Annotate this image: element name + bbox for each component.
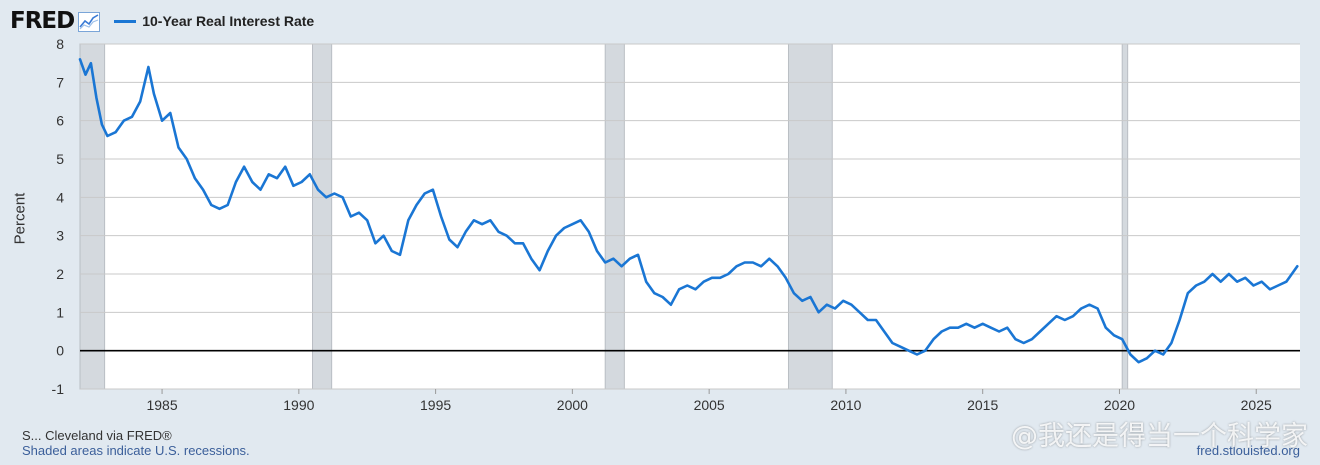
recession-note: Shaded areas indicate U.S. recessions. [22, 443, 250, 458]
recession-band [1121, 43, 1129, 390]
watermark: @我还是得当一个科学家 [1011, 421, 1308, 452]
footer: S... Cleveland via FRED® Shaded areas in… [22, 428, 250, 458]
x-tick-label: 1985 [146, 397, 177, 413]
chart-header: FRED 10-Year Real Interest Rate [10, 6, 314, 36]
y-tick-label: 1 [56, 304, 64, 320]
y-tick-label: 5 [56, 151, 64, 167]
x-tick-label: 2025 [1241, 397, 1272, 413]
plot-area [80, 44, 1300, 389]
source-note[interactable]: S... Cleveland via FRED® [22, 428, 172, 443]
fred-logo[interactable]: FRED [10, 8, 75, 34]
y-tick-label: 3 [56, 228, 64, 244]
x-tick-label: 2000 [557, 397, 588, 413]
x-tick-label: 2010 [830, 397, 861, 413]
legend-label[interactable]: 10-Year Real Interest Rate [142, 13, 315, 29]
y-tick-label: 0 [56, 343, 64, 359]
recession-band [312, 43, 333, 390]
x-tick-label: 2015 [967, 397, 998, 413]
y-tick-label: -1 [52, 381, 65, 397]
line-chart-icon [78, 12, 101, 32]
legend-swatch [114, 19, 137, 23]
y-tick-label: 6 [56, 113, 64, 129]
y-tick-label: 7 [56, 74, 64, 90]
legend: 10-Year Real Interest Rate [114, 13, 314, 29]
y-tick-label: 8 [56, 36, 64, 52]
x-tick-label: 2005 [694, 397, 725, 413]
line-chart: -1 0 1 2 3 4 5 6 7 8 1985 1990 1995 2000 2005 2010 2015… [52, 36, 1300, 413]
recession-band [787, 43, 833, 390]
recession-band [604, 43, 625, 390]
y-tick-label: 2 [56, 266, 64, 282]
x-tick-label: 1990 [283, 397, 314, 413]
x-tick-label: 1995 [420, 397, 451, 413]
recession-band [79, 43, 106, 390]
y-tick-label: 4 [56, 189, 64, 205]
series-line [78, 57, 1299, 364]
x-tick-label: 2020 [1104, 397, 1135, 413]
site-link[interactable]: fred.stlouisfed.org [1196, 443, 1300, 458]
